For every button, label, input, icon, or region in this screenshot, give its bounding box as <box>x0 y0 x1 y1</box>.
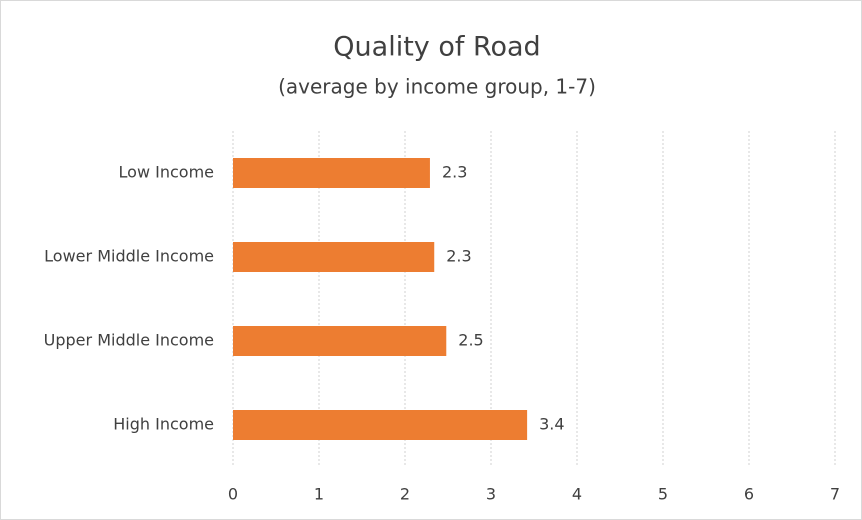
x-tick-label: 1 <box>314 485 324 504</box>
data-label: 3.4 <box>539 415 564 434</box>
y-tick-label: Low Income <box>119 163 214 182</box>
y-tick-label: High Income <box>113 415 214 434</box>
bar <box>233 242 435 272</box>
y-tick-label: Lower Middle Income <box>44 247 214 266</box>
bar <box>233 410 528 440</box>
data-label: 2.5 <box>458 331 483 350</box>
data-label: 2.3 <box>446 247 471 266</box>
x-tick-label: 7 <box>830 485 840 504</box>
x-tick-label: 6 <box>744 485 754 504</box>
data-label: 2.3 <box>442 163 467 182</box>
chart-subtitle: (average by income group, 1-7) <box>278 75 596 99</box>
x-tick-label: 2 <box>400 485 410 504</box>
x-tick-label: 4 <box>572 485 582 504</box>
bar <box>233 158 430 188</box>
y-tick-label: Upper Middle Income <box>44 331 214 350</box>
x-tick-label: 3 <box>486 485 496 504</box>
chart-title: Quality of Road <box>333 32 540 63</box>
x-tick-label: 0 <box>228 485 238 504</box>
bar <box>233 326 447 356</box>
x-tick-label: 5 <box>658 485 668 504</box>
